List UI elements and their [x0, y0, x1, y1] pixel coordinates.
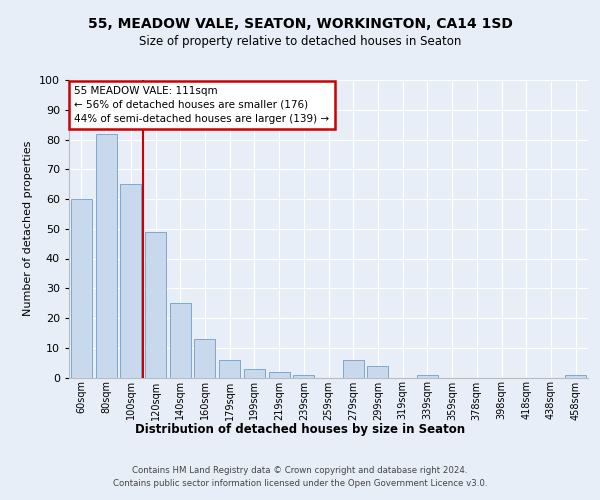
Text: Size of property relative to detached houses in Seaton: Size of property relative to detached ho…: [139, 35, 461, 48]
Bar: [565, 374, 586, 378]
Bar: [417, 374, 438, 378]
Bar: [269, 372, 290, 378]
Text: Distribution of detached houses by size in Seaton: Distribution of detached houses by size …: [135, 422, 465, 436]
Bar: [367, 366, 388, 378]
Bar: [219, 360, 240, 378]
Bar: [145, 232, 166, 378]
Text: 55, MEADOW VALE, SEATON, WORKINGTON, CA14 1SD: 55, MEADOW VALE, SEATON, WORKINGTON, CA1…: [88, 18, 512, 32]
Bar: [194, 339, 215, 378]
Bar: [170, 303, 191, 378]
Text: Contains public sector information licensed under the Open Government Licence v3: Contains public sector information licen…: [113, 479, 487, 488]
Y-axis label: Number of detached properties: Number of detached properties: [23, 141, 34, 316]
Bar: [343, 360, 364, 378]
Bar: [244, 368, 265, 378]
Bar: [71, 199, 92, 378]
Bar: [120, 184, 141, 378]
Text: 55 MEADOW VALE: 111sqm
← 56% of detached houses are smaller (176)
44% of semi-de: 55 MEADOW VALE: 111sqm ← 56% of detached…: [74, 86, 329, 124]
Text: Contains HM Land Registry data © Crown copyright and database right 2024.: Contains HM Land Registry data © Crown c…: [132, 466, 468, 475]
Bar: [293, 374, 314, 378]
Bar: [95, 134, 116, 378]
